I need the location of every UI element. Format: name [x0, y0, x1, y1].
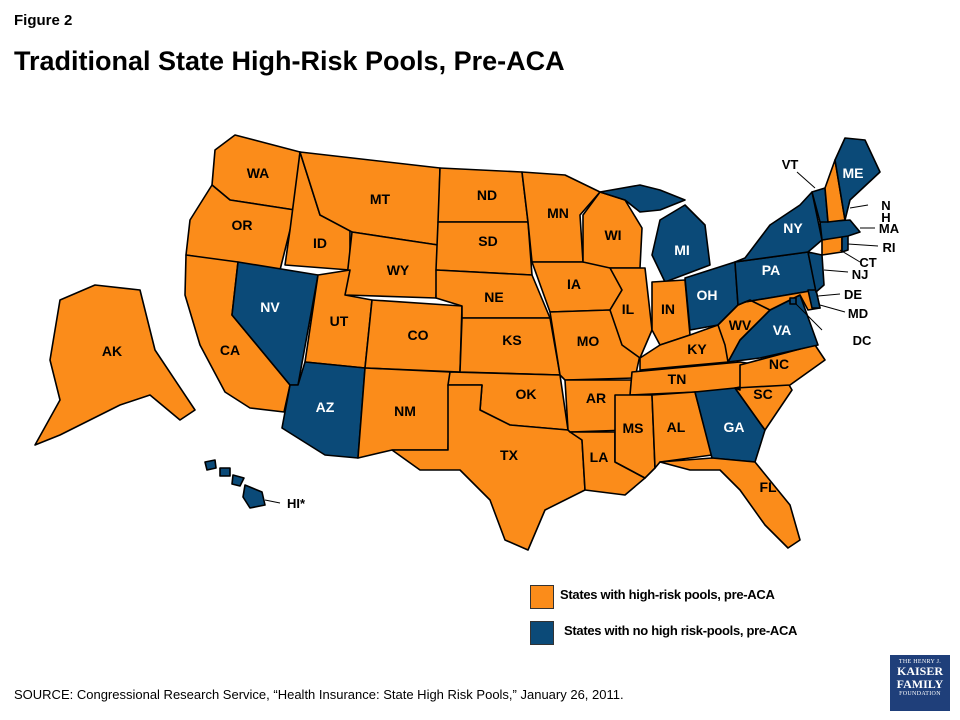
- label-mi: MI: [674, 242, 690, 258]
- label-la: LA: [590, 449, 609, 465]
- state-dc[interactable]: [789, 297, 797, 305]
- label-ms: MS: [623, 420, 644, 436]
- label-wy: WY: [387, 262, 410, 278]
- label-id: ID: [313, 235, 327, 251]
- legend-label-no-pool: States with no high risk-pools, pre-ACA: [564, 623, 798, 638]
- callout-line-ri: [847, 243, 879, 247]
- label-ma: MA: [879, 221, 900, 236]
- logo-line-2: KAISER: [896, 664, 943, 678]
- label-ak: AK: [102, 343, 122, 359]
- label-or: OR: [232, 217, 253, 233]
- label-fl: FL: [759, 479, 777, 495]
- label-nh-2: H: [881, 210, 890, 225]
- callout-line-dc: [795, 303, 823, 331]
- state-il[interactable]: [609, 267, 653, 359]
- logo-line-4: FOUNDATION: [899, 691, 941, 697]
- label-md: MD: [848, 306, 868, 321]
- state-me[interactable]: [834, 137, 881, 221]
- label-nm: NM: [394, 403, 416, 419]
- label-oh: OH: [697, 287, 718, 303]
- state-ma[interactable]: [819, 219, 861, 241]
- legend-label-with-pool: States with high-risk pools, pre-ACA: [560, 587, 775, 602]
- callout-line-ct: [839, 249, 861, 263]
- label-ia: IA: [567, 276, 581, 292]
- logo-line-1: THE HENRY J.: [898, 659, 942, 665]
- figure-label: Figure 2: [14, 12, 73, 29]
- label-nc: NC: [769, 356, 789, 372]
- logo-line-3: FAMILY: [896, 677, 944, 691]
- state-hi-4[interactable]: [242, 484, 266, 509]
- legend-swatch-with-pool: [530, 585, 554, 609]
- label-ca: CA: [220, 342, 240, 358]
- label-ny: NY: [783, 220, 803, 236]
- state-hi-2[interactable]: [219, 467, 231, 477]
- label-hi: HI*: [287, 496, 306, 511]
- label-nj: NJ: [852, 267, 869, 282]
- state-ri[interactable]: [841, 235, 849, 253]
- state-hi-3[interactable]: [231, 474, 245, 487]
- state-tx[interactable]: [391, 384, 586, 551]
- label-nh-1: N: [881, 198, 890, 213]
- state-ak[interactable]: [34, 284, 196, 446]
- label-dc: DC: [853, 333, 872, 348]
- label-al: AL: [667, 419, 686, 435]
- label-az: AZ: [316, 399, 335, 415]
- state-mi[interactable]: [651, 204, 711, 283]
- label-ks: KS: [502, 332, 521, 348]
- kff-logo: THE HENRY J. KAISER FAMILY FOUNDATION: [890, 655, 950, 711]
- callout-line-vt: [796, 171, 816, 189]
- state-hi-1[interactable]: [204, 459, 217, 471]
- label-de: DE: [844, 287, 862, 302]
- state-al[interactable]: [651, 391, 713, 469]
- label-mn: MN: [547, 205, 569, 221]
- label-co: CO: [408, 327, 429, 343]
- state-nj[interactable]: [807, 251, 825, 293]
- label-mo: MO: [577, 333, 600, 349]
- label-in: IN: [661, 301, 675, 317]
- callout-line-nh: [849, 204, 869, 209]
- label-il: IL: [622, 301, 635, 317]
- label-vt: VT: [782, 157, 799, 172]
- label-ct: CT: [859, 255, 876, 270]
- label-tn: TN: [668, 371, 687, 387]
- label-ne: NE: [484, 289, 503, 305]
- label-ut: UT: [330, 313, 349, 329]
- state-fl[interactable]: [659, 457, 801, 549]
- label-wa: WA: [247, 165, 270, 181]
- label-va: VA: [773, 322, 791, 338]
- legend-swatch-no-pool: [530, 621, 554, 645]
- label-mt: MT: [370, 191, 391, 207]
- state-ny[interactable]: [734, 191, 823, 263]
- label-me: ME: [843, 165, 864, 181]
- label-ok: OK: [516, 386, 537, 402]
- label-ky: KY: [687, 341, 707, 357]
- label-wv: WV: [729, 317, 752, 333]
- callout-line-nj: [823, 269, 849, 273]
- label-sd: SD: [478, 233, 497, 249]
- source-note: SOURCE: Congressional Research Service, …: [14, 687, 624, 702]
- state-mn[interactable]: [521, 171, 601, 263]
- page-title: Traditional State High-Risk Pools, Pre-A…: [14, 46, 565, 76]
- label-nd: ND: [477, 187, 497, 203]
- label-pa: PA: [762, 262, 780, 278]
- state-de[interactable]: [807, 289, 821, 309]
- label-ri: RI: [883, 240, 896, 255]
- callout-line-de: [817, 293, 841, 297]
- callout-line-hi: [264, 499, 281, 504]
- label-wi: WI: [604, 227, 621, 243]
- state-ms[interactable]: [614, 394, 656, 479]
- state-mi-up[interactable]: [599, 184, 686, 213]
- label-ar: AR: [586, 390, 606, 406]
- label-sc: SC: [753, 386, 772, 402]
- label-nv: NV: [260, 299, 280, 315]
- label-tx: TX: [500, 447, 519, 463]
- label-ga: GA: [724, 419, 745, 435]
- callout-line-md: [819, 304, 846, 313]
